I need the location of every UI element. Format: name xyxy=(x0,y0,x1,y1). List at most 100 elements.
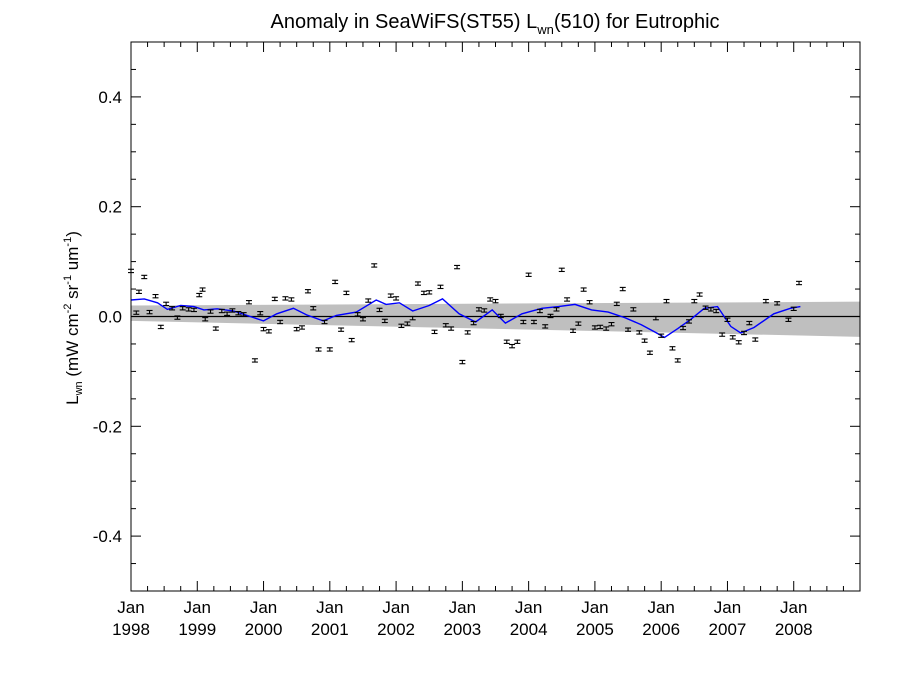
data-point xyxy=(613,301,620,307)
data-point xyxy=(746,320,753,326)
x-tick-label-month: Jan xyxy=(184,598,211,617)
x-tick-label-year: 2003 xyxy=(443,620,481,639)
data-point xyxy=(354,312,361,317)
data-point xyxy=(691,298,698,304)
x-tick-label-month: Jan xyxy=(515,598,542,617)
axes xyxy=(130,41,861,592)
data-point xyxy=(553,307,560,312)
data-point xyxy=(470,320,477,326)
data-point xyxy=(426,290,433,295)
data-point xyxy=(420,290,427,296)
x-tick-label-month: Jan xyxy=(316,598,343,617)
data-point xyxy=(376,307,383,313)
data-point xyxy=(686,319,693,324)
x-tick-label-month: Jan xyxy=(581,598,608,617)
data-point xyxy=(514,339,521,344)
x-tick-label-year: 2005 xyxy=(576,620,614,639)
smoothed-anomaly-line xyxy=(130,298,801,339)
data-point xyxy=(245,300,252,305)
data-point xyxy=(525,272,532,277)
data-point xyxy=(293,326,300,332)
y-tick-labels: 0.4 0.2 0.0 -0.2 -0.4 xyxy=(93,88,122,546)
data-point xyxy=(133,310,140,315)
data-point xyxy=(163,301,170,307)
data-point xyxy=(487,297,494,302)
data-point xyxy=(454,264,461,270)
trend-confidence-band xyxy=(131,301,860,337)
data-point xyxy=(481,308,488,313)
data-point xyxy=(212,326,219,331)
data-point xyxy=(663,298,670,304)
data-point xyxy=(196,292,203,298)
data-points-layer xyxy=(128,263,803,365)
data-point xyxy=(669,346,676,351)
x-tick-label-year: 1998 xyxy=(112,620,150,639)
data-point xyxy=(575,321,582,326)
x-tick-label-month: Jan xyxy=(647,598,674,617)
chart-title-subscript: wn xyxy=(536,22,554,37)
data-point xyxy=(707,307,714,312)
data-point xyxy=(414,281,421,286)
data-point xyxy=(646,350,653,355)
data-point xyxy=(260,326,267,332)
data-point xyxy=(135,289,142,294)
data-point xyxy=(475,307,482,312)
data-point xyxy=(393,296,400,301)
data-point xyxy=(257,311,264,316)
x-tick-label-year: 1999 xyxy=(178,620,216,639)
data-point xyxy=(240,312,247,317)
data-point xyxy=(146,309,153,315)
x-tick-labels: Jan 1998 Jan 1999 Jan 2000 Jan 2001 Jan 2002 Jan 20… xyxy=(112,598,813,639)
trend-band-layer xyxy=(131,301,860,337)
x-tick-label-year: 2000 xyxy=(245,620,283,639)
data-point xyxy=(570,328,577,333)
data-point xyxy=(652,315,659,321)
data-point xyxy=(348,337,355,343)
data-point xyxy=(271,296,278,302)
data-point xyxy=(719,332,726,337)
data-point xyxy=(277,319,284,325)
data-point xyxy=(448,326,455,331)
chart-title-prefix: Anomaly in SeaWiFS(ST55) L xyxy=(270,11,537,33)
x-tick-label-year: 2006 xyxy=(642,620,680,639)
y-tick-label: 0.2 xyxy=(98,198,122,217)
data-point xyxy=(315,347,322,352)
x-tick-label-year: 2001 xyxy=(311,620,349,639)
data-point xyxy=(185,307,192,312)
data-point xyxy=(503,339,510,344)
data-point xyxy=(680,325,687,331)
data-point xyxy=(509,343,516,349)
data-point xyxy=(404,321,411,326)
data-point xyxy=(288,297,295,302)
data-point xyxy=(229,308,236,313)
data-point xyxy=(141,274,148,280)
x-tick-label-year: 2007 xyxy=(709,620,747,639)
data-point xyxy=(591,325,598,330)
x-tick-label-month: Jan xyxy=(714,598,741,617)
data-point xyxy=(741,330,748,336)
data-point xyxy=(207,309,214,314)
data-point xyxy=(713,308,720,314)
chart-title: Anomaly in SeaWiFS(ST55) Lwn(510) for Eu… xyxy=(270,11,719,37)
data-point xyxy=(497,313,504,319)
data-point xyxy=(442,323,449,328)
y-axis-label: Lwn (mW cm-2 sr-1 um-1) xyxy=(62,231,85,405)
x-tick-label-month: Jan xyxy=(117,598,144,617)
data-point xyxy=(586,300,593,305)
data-point xyxy=(702,305,709,310)
data-point xyxy=(169,306,176,311)
data-point xyxy=(752,337,759,342)
data-point xyxy=(371,263,378,268)
data-point xyxy=(157,324,164,330)
data-point xyxy=(597,324,604,330)
data-point xyxy=(338,327,345,332)
data-point xyxy=(774,301,781,306)
data-point xyxy=(796,280,803,286)
data-point xyxy=(558,267,565,273)
data-point xyxy=(619,286,626,292)
y-tick-label: 0.0 xyxy=(98,308,122,327)
data-point xyxy=(381,318,388,324)
data-point xyxy=(729,335,736,340)
data-point xyxy=(536,308,543,314)
